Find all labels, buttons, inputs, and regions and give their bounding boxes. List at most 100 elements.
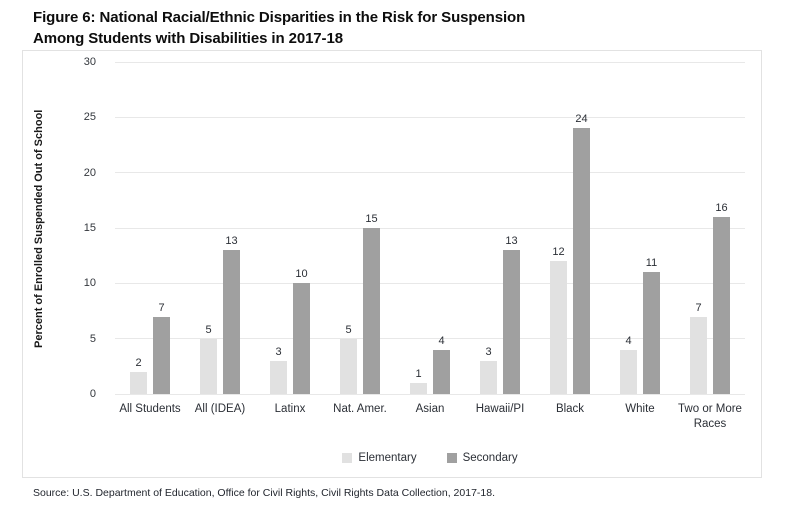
bar-value-label: 2 — [135, 356, 142, 369]
bar-pair: 4 11 — [620, 257, 660, 394]
bar-elementary: 3 — [480, 346, 497, 394]
bar-value-label: 7 — [158, 301, 165, 314]
bar-group: 7 16 — [675, 62, 745, 394]
bar-pair: 5 13 — [200, 235, 240, 394]
bar-pair: 7 16 — [690, 202, 730, 394]
y-tick-label: 30 — [83, 56, 96, 68]
bar-rect — [713, 216, 730, 394]
y-tick-label: 20 — [83, 166, 96, 179]
bar-value-label: 5 — [205, 323, 212, 336]
bar-secondary: 13 — [503, 235, 520, 394]
bar-secondary: 11 — [643, 257, 660, 394]
y-tick-label: 15 — [83, 222, 96, 234]
gridline — [115, 61, 745, 63]
y-tick-label: 10 — [83, 277, 96, 290]
bar-elementary: 4 — [620, 335, 637, 394]
bar-rect — [620, 349, 637, 394]
bar-secondary: 13 — [223, 235, 240, 394]
bar-value-label: 4 — [625, 334, 632, 347]
bar-elementary: 3 — [270, 346, 287, 394]
bar-value-label: 24 — [575, 113, 588, 126]
bar-rect — [433, 349, 450, 394]
gridline — [115, 227, 745, 229]
bar-pair: 12 24 — [550, 113, 590, 394]
x-axis-label: Latinx — [274, 403, 306, 415]
gridline — [115, 282, 745, 284]
gridline — [115, 116, 745, 118]
bar-rect — [223, 250, 240, 394]
secondary-swatch-icon — [446, 453, 457, 463]
elementary-swatch-icon — [342, 453, 353, 463]
bar-rect — [270, 360, 287, 394]
bar-value-label: 5 — [345, 323, 352, 336]
bar-value-label: 7 — [695, 301, 702, 314]
bar-elementary: 5 — [340, 324, 357, 394]
bar-rect — [363, 228, 380, 394]
bar-secondary: 16 — [713, 202, 730, 394]
bar-elementary: 5 — [200, 324, 217, 394]
x-axis-label: Nat. Amer. — [333, 403, 387, 415]
source-citation: Source: U.S. Department of Education, Of… — [33, 487, 496, 499]
x-axis-label: Two or More Races — [678, 403, 742, 430]
bar-rect — [690, 316, 707, 394]
x-axis-label: Black — [555, 403, 585, 415]
bar-group: 5 13 — [185, 62, 255, 394]
bar-value-label: 15 — [365, 213, 378, 225]
bar-rect — [480, 360, 497, 394]
bar-rect — [153, 316, 170, 394]
bar-group: 4 11 — [605, 62, 675, 394]
bar-value-label: 1 — [415, 367, 422, 380]
bar-value-label: 11 — [645, 257, 658, 270]
y-axis-title: Percent of Enrolled Suspended Out of Sch… — [33, 109, 45, 348]
bar-group: 12 24 — [535, 62, 605, 394]
plot-area: 2 7 5 13 3 10 5 15 1 4 3 13 12 24 4 11 7 16 — [115, 61, 745, 395]
bar-pair: 5 15 — [340, 213, 380, 394]
bar-value-label: 3 — [275, 345, 282, 358]
bar-pair: 3 13 — [480, 235, 520, 394]
bar-value-label: 13 — [225, 235, 238, 248]
figure-title-line1: Figure 6: National Racial/Ethnic Dispari… — [33, 9, 526, 26]
bar-value-label: 13 — [505, 235, 518, 248]
bar-group: 3 10 — [255, 62, 325, 394]
bar-rect — [503, 250, 520, 394]
x-axis-label: Asian — [415, 403, 445, 415]
bar-rect — [643, 272, 660, 394]
x-axis-label: All Students — [119, 403, 181, 415]
y-tick-label: 0 — [89, 388, 96, 400]
bar-value-label: 12 — [552, 246, 565, 259]
legend-label-secondary: Secondary — [462, 452, 518, 464]
bar-group: 5 15 — [325, 62, 395, 394]
gridline — [115, 172, 745, 174]
bar-rect — [293, 283, 310, 394]
bar-rect — [200, 338, 217, 394]
bar-value-label: 4 — [438, 334, 445, 347]
y-axis-ticks: 0 5 10 15 20 25 30 — [70, 56, 106, 400]
bar-value-label: 3 — [485, 345, 492, 358]
bar-secondary: 24 — [573, 113, 590, 394]
legend: Elementary Secondary — [115, 452, 745, 464]
bar-elementary: 7 — [690, 302, 707, 394]
legend-item-elementary: Elementary — [342, 452, 417, 464]
bar-rect — [550, 261, 567, 394]
gridline — [115, 393, 745, 395]
x-axis-label: All (IDEA) — [194, 403, 246, 415]
gridline — [115, 338, 745, 340]
bar-elementary: 2 — [130, 357, 147, 394]
bar-secondary: 7 — [153, 302, 170, 394]
x-axis-label: Hawaii/PI — [475, 403, 525, 415]
legend-label-elementary: Elementary — [358, 452, 417, 464]
legend-item-secondary: Secondary — [446, 452, 518, 464]
bar-rect — [573, 128, 590, 394]
y-tick-label: 25 — [83, 111, 96, 124]
bar-elementary: 1 — [410, 368, 427, 394]
bar-group: 3 13 — [465, 62, 535, 394]
bar-value-label: 16 — [715, 201, 728, 214]
bar-secondary: 4 — [433, 335, 450, 394]
bar-value-label: 10 — [295, 268, 308, 281]
bar-rect — [340, 338, 357, 394]
y-tick-label: 5 — [89, 332, 96, 345]
